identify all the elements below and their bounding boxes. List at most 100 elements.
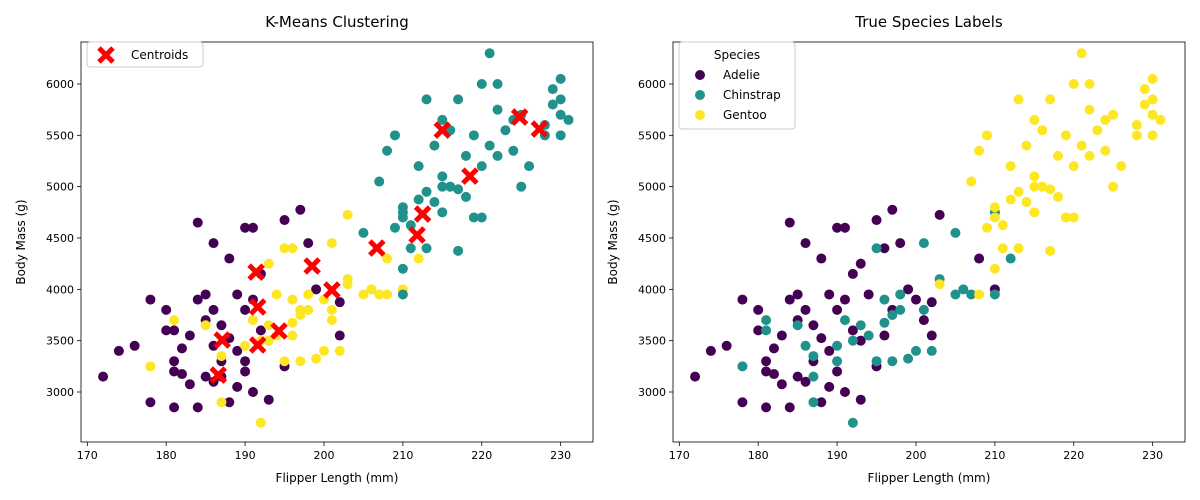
- data-point: [768, 343, 779, 354]
- data-point: [737, 397, 748, 408]
- data-point: [468, 130, 479, 141]
- data-point: [326, 315, 337, 326]
- data-point: [832, 222, 843, 233]
- data-point: [887, 309, 898, 320]
- legend-marker: [695, 90, 705, 100]
- data-point: [997, 243, 1008, 254]
- data-point: [555, 73, 566, 84]
- x-tick-label: 200: [313, 449, 334, 462]
- x-tick-label: 220: [1063, 449, 1084, 462]
- data-point: [989, 202, 1000, 213]
- data-point: [1139, 99, 1150, 110]
- legend-label: Adelie: [723, 68, 760, 82]
- legend-box: [86, 41, 204, 68]
- data-point: [847, 417, 858, 428]
- data-point: [176, 369, 187, 380]
- data-point: [824, 345, 835, 356]
- data-point: [910, 294, 921, 305]
- y-axis-label: Body Mass (g): [606, 199, 620, 284]
- data-point: [1100, 114, 1111, 125]
- data-point: [287, 330, 298, 341]
- data-point: [761, 356, 772, 367]
- data-point: [437, 171, 448, 182]
- data-point: [397, 202, 408, 213]
- data-point: [847, 268, 858, 279]
- data-point: [374, 289, 385, 300]
- data-point: [358, 227, 369, 238]
- y-tick-label: 4500: [638, 232, 666, 245]
- data-point: [382, 145, 393, 156]
- data-point: [1013, 94, 1024, 105]
- data-point: [421, 186, 432, 197]
- data-point: [460, 150, 471, 161]
- data-point: [326, 238, 337, 249]
- data-point: [879, 317, 890, 328]
- data-point: [879, 330, 890, 341]
- data-point: [816, 253, 827, 264]
- data-point: [563, 114, 574, 125]
- data-point: [1084, 104, 1095, 115]
- data-point: [492, 104, 503, 115]
- data-point: [200, 320, 211, 331]
- data-point: [255, 417, 266, 428]
- data-point: [792, 371, 803, 382]
- centroid-marker: [303, 257, 321, 275]
- data-point: [98, 371, 109, 382]
- x-axis-label: Flipper Length (mm): [276, 471, 399, 485]
- data-point: [1084, 150, 1095, 161]
- data-point: [839, 315, 850, 326]
- data-point: [437, 207, 448, 218]
- data-point: [295, 356, 306, 367]
- data-point: [184, 330, 195, 341]
- centroid-marker: [408, 226, 426, 244]
- legend-title: Species: [714, 48, 760, 62]
- data-point: [247, 387, 258, 397]
- centroid-marker: [461, 167, 479, 185]
- data-point: [926, 345, 937, 356]
- centroid-marker: [270, 322, 288, 340]
- data-point: [216, 320, 227, 331]
- data-point: [208, 304, 219, 315]
- data-point: [208, 238, 219, 249]
- y-tick-label: 6000: [46, 78, 74, 91]
- data-point: [690, 371, 701, 382]
- data-point: [129, 340, 140, 351]
- data-point: [476, 161, 487, 172]
- data-point: [232, 345, 243, 356]
- data-point: [832, 304, 843, 315]
- data-point: [405, 220, 416, 231]
- data-point: [958, 284, 969, 295]
- data-point: [413, 253, 424, 264]
- data-point: [1084, 78, 1095, 89]
- legend-label: Centroids: [131, 48, 188, 62]
- x-tick-label: 220: [471, 449, 492, 462]
- data-point: [761, 325, 772, 336]
- centroid-marker: [530, 120, 549, 138]
- data-point: [240, 356, 251, 367]
- x-tick-label: 230: [1142, 449, 1163, 462]
- data-point: [918, 238, 929, 249]
- axes-frame: [672, 41, 1186, 443]
- data-point: [1068, 212, 1079, 223]
- data-point: [1037, 181, 1048, 192]
- data-point: [429, 140, 440, 151]
- data-point: [382, 253, 393, 264]
- species-plot: True Species Labels Flipper Length (mm) …: [606, 13, 1186, 485]
- centroid-marker: [209, 366, 228, 384]
- data-point: [974, 253, 985, 264]
- data-point: [847, 335, 858, 346]
- data-point: [1108, 181, 1119, 192]
- data-point: [437, 181, 448, 192]
- data-point: [200, 289, 211, 300]
- data-point: [950, 289, 961, 300]
- centroid-marker: [510, 108, 529, 126]
- data-point: [753, 325, 764, 336]
- data-point: [397, 212, 408, 223]
- data-point: [366, 284, 377, 295]
- data-point: [279, 243, 290, 254]
- data-point: [761, 315, 772, 326]
- data-point: [192, 217, 203, 228]
- data-point: [279, 215, 290, 226]
- data-point: [784, 294, 795, 305]
- data-point: [437, 114, 448, 125]
